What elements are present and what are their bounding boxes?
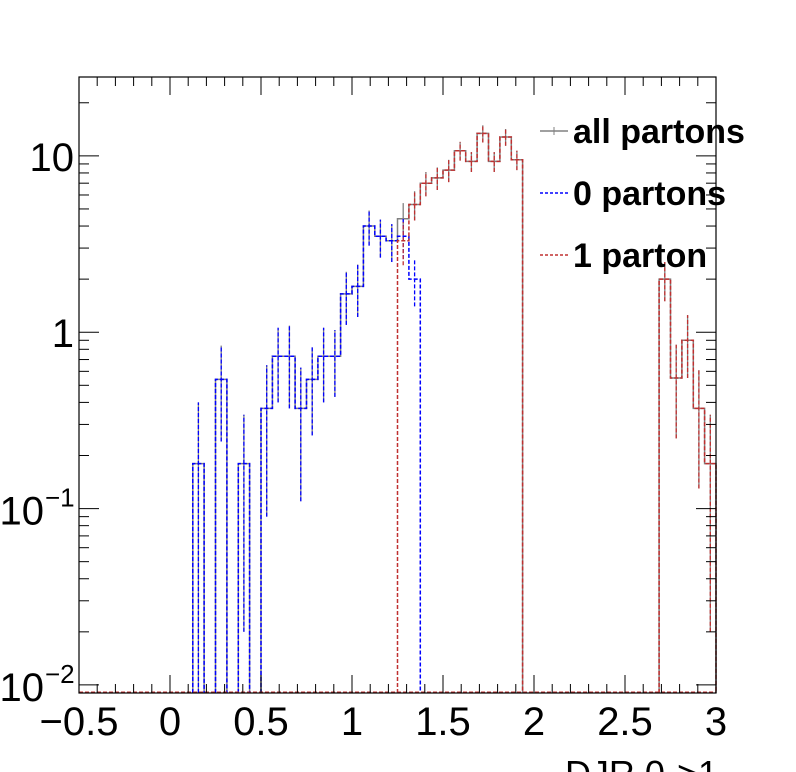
x-tick-label: −0.5 [40, 700, 119, 744]
legend-label: 0 partons [573, 175, 726, 213]
y-tick-label-base: 10 [0, 490, 44, 534]
x-tick-label: 3 [705, 700, 727, 744]
legend-label: 1 parton [573, 237, 707, 275]
y-tick-label: 1 [52, 312, 74, 356]
x-tick-label: 0 [159, 700, 181, 744]
legend-label: all partons [573, 113, 745, 151]
x-tick-label: 0.5 [233, 700, 289, 744]
legend: all partons 0 partons 1 parton [540, 113, 745, 275]
x-tick-label: 1.5 [415, 700, 471, 744]
y-tick-label-exponent: −1 [45, 483, 75, 513]
y-tick-label-base: 10 [0, 666, 44, 710]
y-tick-label-group: 10 −1 [0, 483, 75, 534]
y-tick-label-exponent: −2 [45, 659, 75, 689]
y-tick-label: 10 [30, 136, 75, 180]
plot-layer [79, 125, 717, 693]
x-tick-label: 2.5 [597, 700, 653, 744]
x-tick-label: 2 [523, 700, 545, 744]
x-axis-title: DJR 0->1 [565, 753, 718, 772]
x-tick-label: 1 [341, 700, 363, 744]
y-tick-label-group: 10 −2 [0, 659, 75, 710]
